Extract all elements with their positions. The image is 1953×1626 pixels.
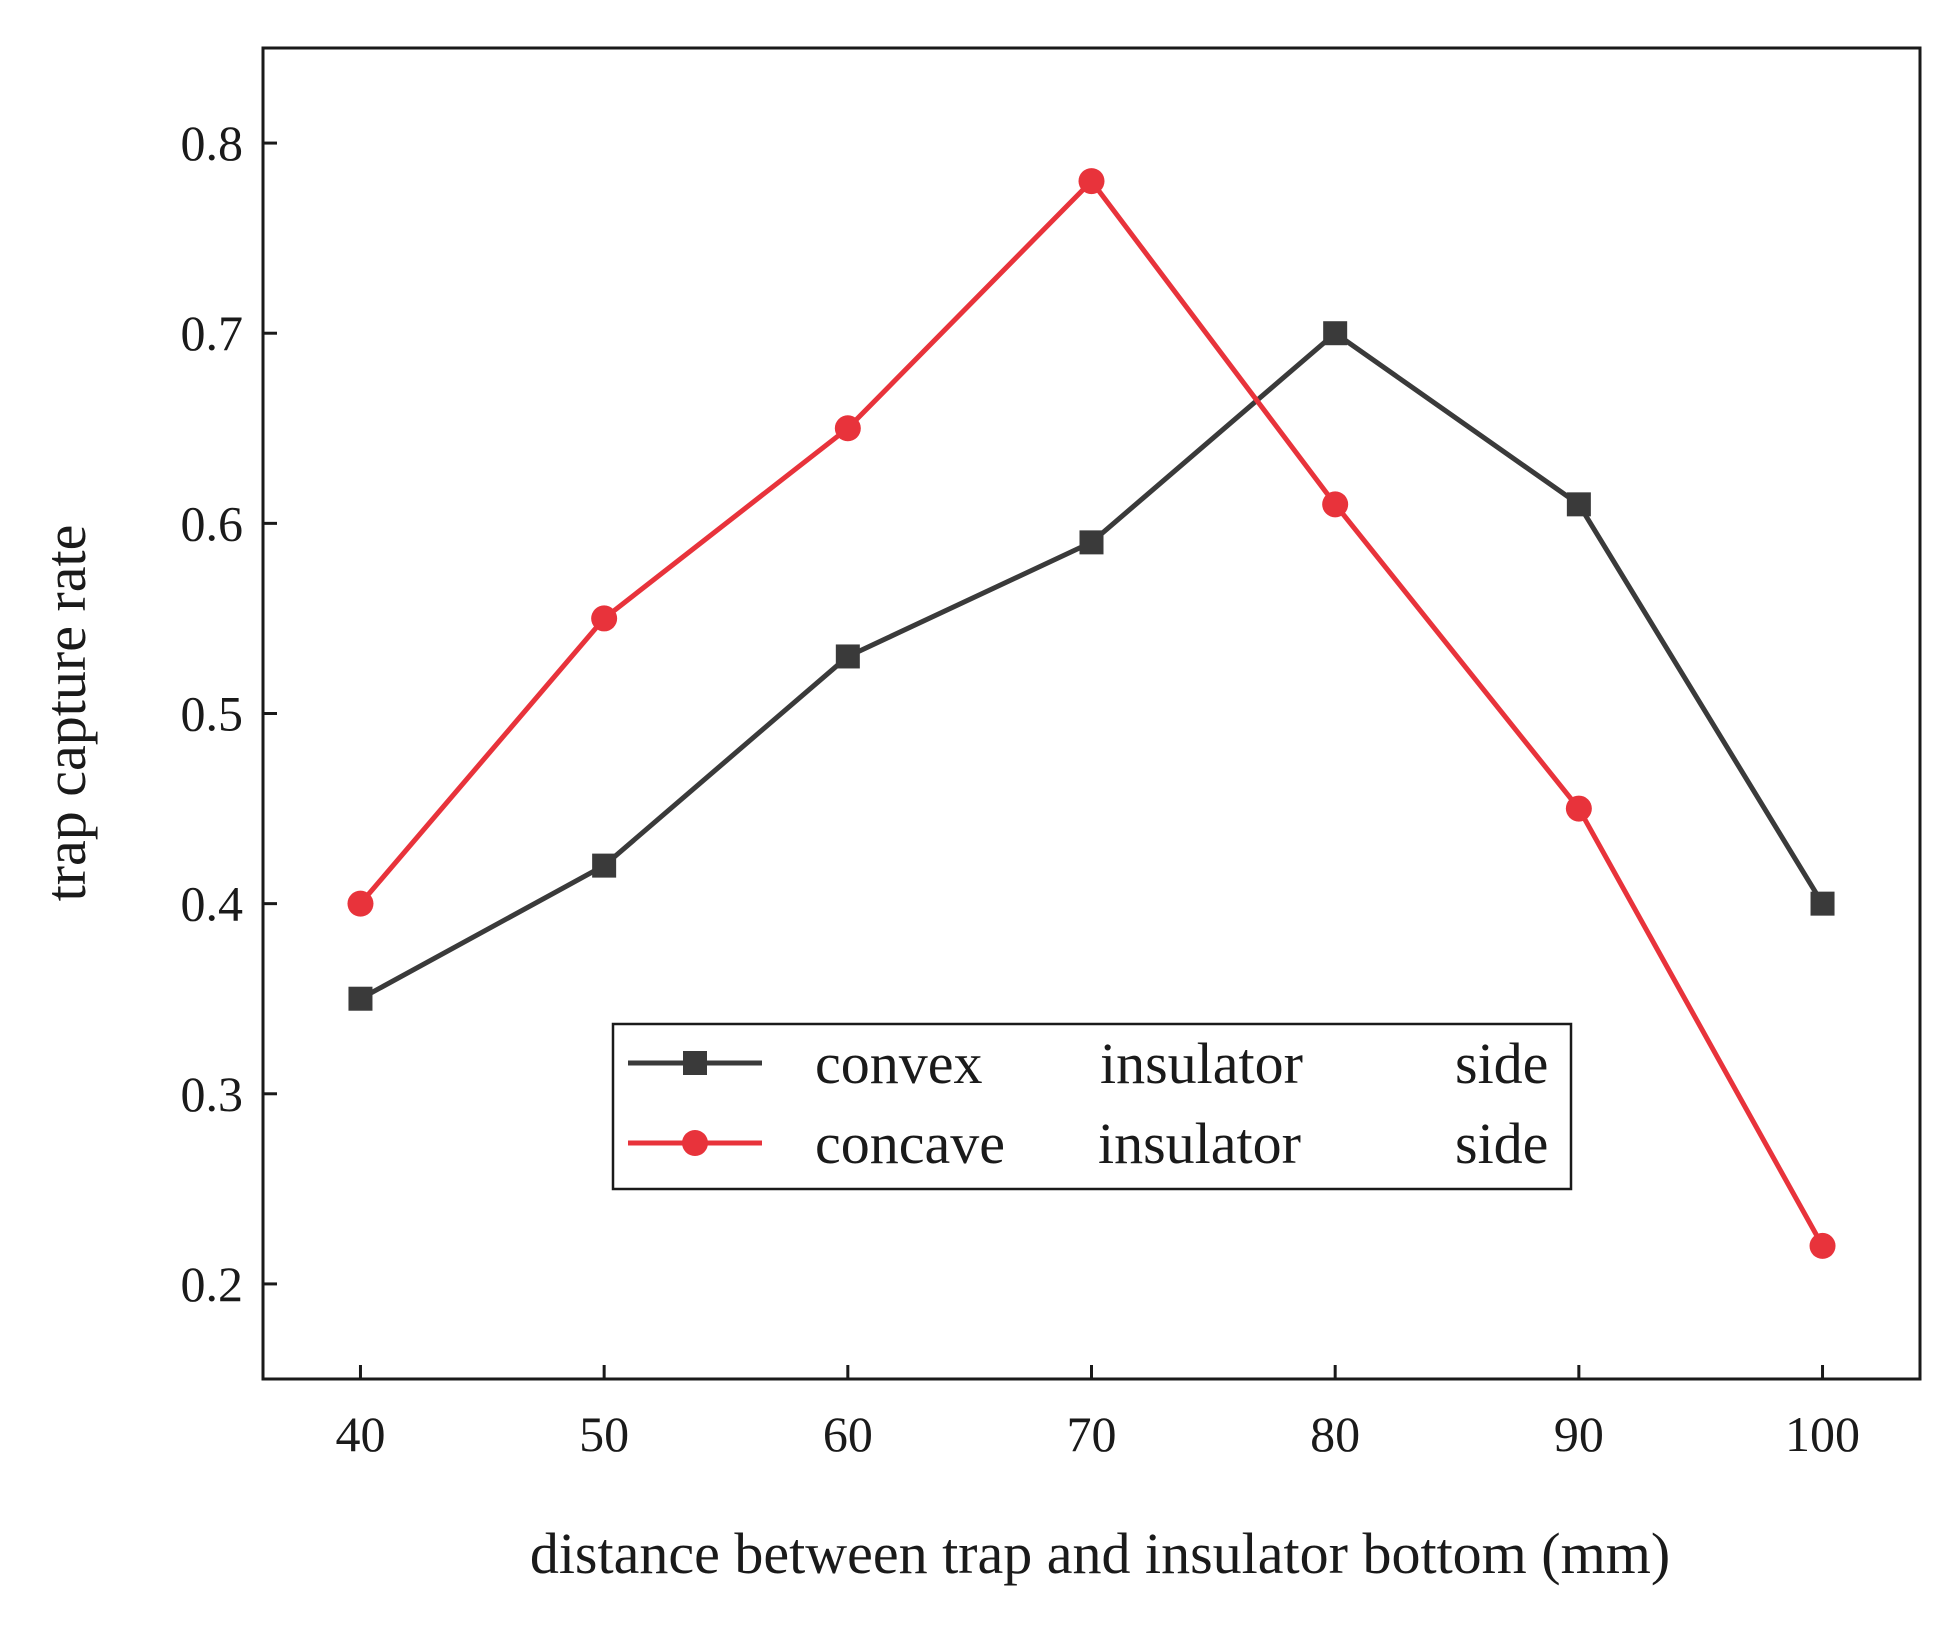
legend: convex insulator side concave insulator side xyxy=(611,1022,1573,1191)
data-point-square xyxy=(1810,891,1835,916)
x-tick-label: 50 xyxy=(579,1406,629,1462)
data-point-square xyxy=(1566,492,1591,517)
data-point-square xyxy=(592,853,617,878)
legend-label: insulator xyxy=(1098,1111,1301,1176)
data-point-circle xyxy=(1322,491,1349,518)
x-tick-label: 40 xyxy=(335,1406,385,1462)
legend-label: concave xyxy=(815,1111,1005,1176)
series-line xyxy=(359,330,1825,1001)
y-tick-label: 0.2 xyxy=(181,1256,244,1312)
legend-marker-square xyxy=(683,1051,707,1075)
y-tick-label: 0.8 xyxy=(181,115,244,171)
series-2 xyxy=(347,168,1836,1259)
data-point-square xyxy=(1079,530,1104,555)
x-tick-label: 100 xyxy=(1785,1406,1860,1462)
legend-marker-circle xyxy=(682,1130,708,1156)
legend-box xyxy=(611,1022,1573,1191)
y-tick-label: 0.7 xyxy=(181,305,244,361)
x-tick-label: 80 xyxy=(1310,1406,1360,1462)
legend-label: side xyxy=(1455,1111,1548,1176)
y-axis: 0.2 0.3 0.4 0.5 0.6 0.7 0.8 xyxy=(181,115,277,1312)
y-tick-label: 0.5 xyxy=(181,686,244,742)
data-point-circle xyxy=(591,605,618,632)
legend-label: convex xyxy=(815,1031,983,1096)
legend-entry: convex insulator side xyxy=(628,1031,1548,1096)
data-point-square xyxy=(1323,321,1348,346)
x-axis-title: distance between trap and insulator bott… xyxy=(530,1521,1670,1586)
legend-label: insulator xyxy=(1100,1031,1303,1096)
data-point-circle xyxy=(1565,795,1592,822)
data-point-circle xyxy=(347,890,374,917)
y-tick-label: 0.3 xyxy=(181,1066,244,1122)
y-tick-label: 0.6 xyxy=(181,495,244,551)
x-tick-label: 90 xyxy=(1554,1406,1604,1462)
data-point-circle xyxy=(834,415,861,442)
series-1 xyxy=(348,321,1835,1011)
y-axis-title: trap capture rate xyxy=(33,525,98,902)
data-point-square xyxy=(348,986,373,1011)
y-tick-label: 0.4 xyxy=(181,876,244,932)
data-point-circle xyxy=(1809,1232,1836,1259)
x-axis: 40 50 60 70 80 90 100 xyxy=(335,1365,1860,1462)
legend-label: side xyxy=(1455,1031,1548,1096)
x-tick-label: 60 xyxy=(823,1406,873,1462)
series-layer xyxy=(347,168,1836,1259)
x-tick-label: 70 xyxy=(1067,1406,1117,1462)
legend-entry: concave insulator side xyxy=(628,1111,1548,1176)
data-point-circle xyxy=(1078,168,1105,195)
data-point-square xyxy=(835,644,860,669)
